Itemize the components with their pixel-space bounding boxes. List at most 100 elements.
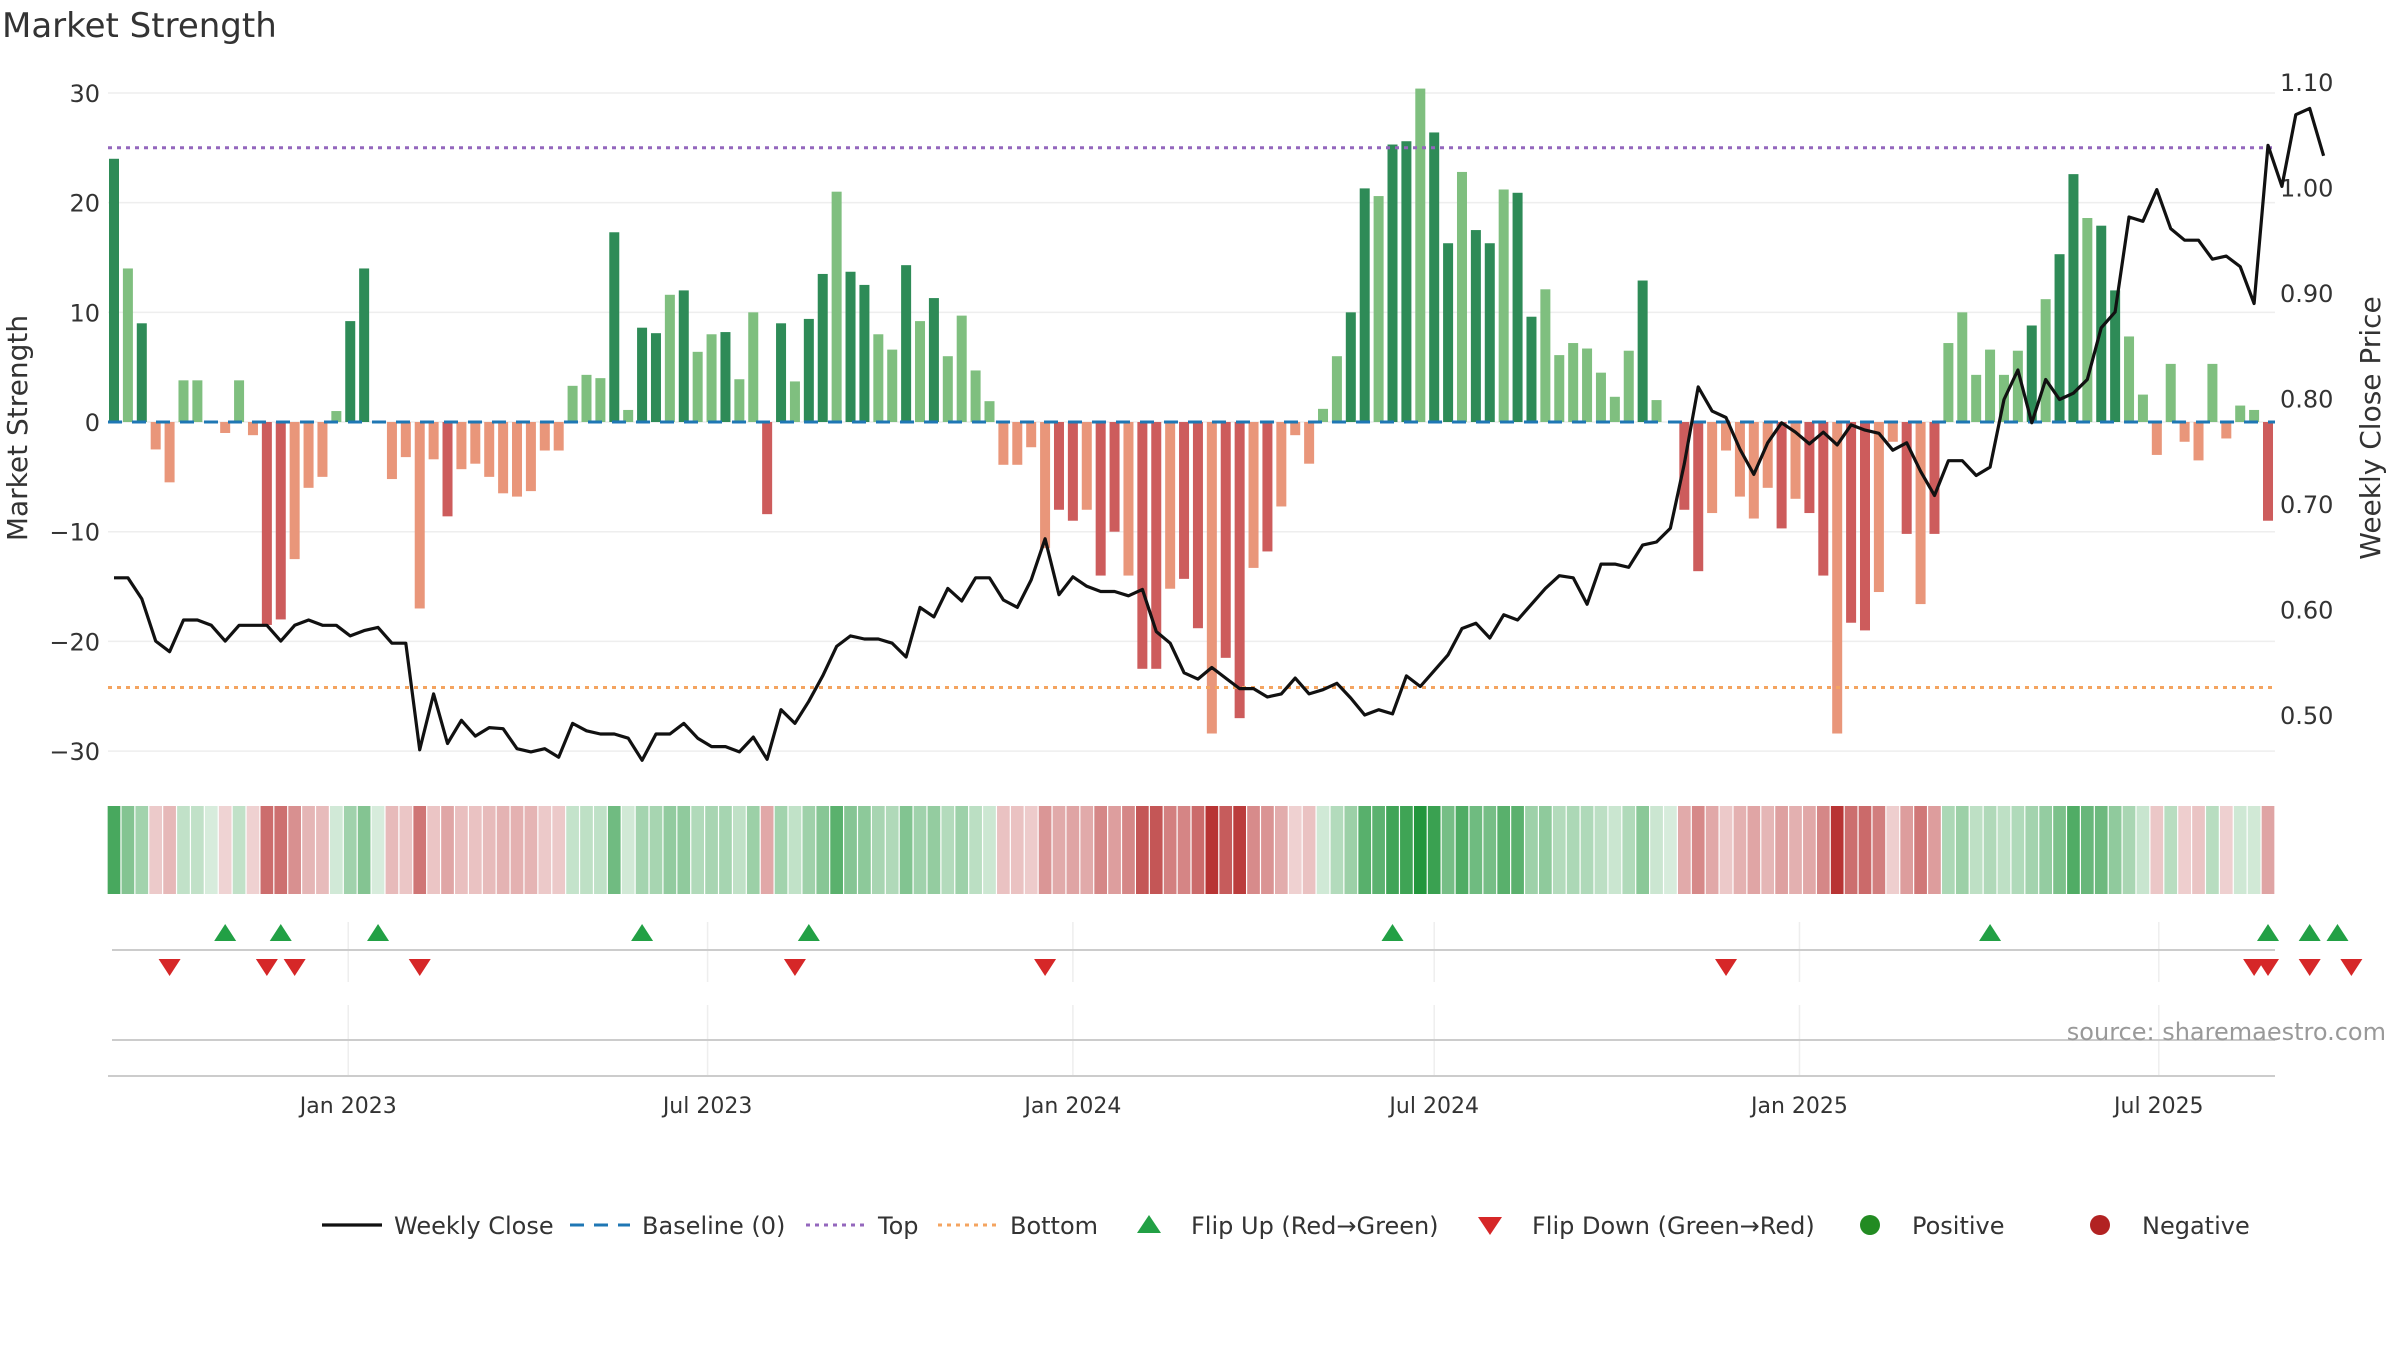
y-tick-label-left: 10: [69, 299, 100, 327]
strength-bar: [1734, 422, 1745, 497]
strength-bar: [928, 298, 939, 423]
y-tick-label-right: 1.00: [2280, 174, 2333, 202]
strength-bar: [1540, 289, 1551, 423]
heat-cell: [1080, 806, 1094, 894]
strength-bar: [498, 422, 509, 494]
heat-cell: [1122, 806, 1135, 894]
strength-bar: [1887, 422, 1898, 442]
strength-bar: [1470, 230, 1481, 423]
strength-bar: [2110, 290, 2121, 423]
y-tick-label-right: 0.50: [2280, 702, 2333, 730]
heat-cell: [2233, 806, 2247, 894]
heat-cell: [1928, 806, 1941, 894]
heat-cell: [1830, 806, 1844, 894]
heat-cell: [746, 806, 760, 894]
heat-cell: [816, 806, 830, 894]
x-tick-label: Jan 2024: [1022, 1094, 1121, 1119]
heat-cell: [1191, 806, 1205, 894]
strength-bar: [1832, 422, 1843, 734]
strength-bar: [970, 370, 981, 423]
heat-cell: [2164, 806, 2178, 894]
x-tick-label: Jul 2023: [661, 1094, 753, 1119]
heat-cell: [663, 806, 677, 894]
heat-cell: [1886, 806, 1900, 894]
y-tick-label-right: 1.10: [2280, 69, 2333, 97]
strength-bar: [678, 290, 689, 423]
heat-cell: [1205, 806, 1219, 894]
strength-bar: [845, 271, 856, 423]
y-tick-label-left: 20: [69, 190, 100, 218]
heat-cell: [1552, 806, 1566, 894]
strength-bar: [553, 422, 564, 451]
heat-cell: [441, 806, 454, 894]
strength-bar: [1762, 422, 1773, 488]
strength-bar: [2249, 409, 2260, 423]
heat-cell: [1608, 806, 1622, 894]
y-axis-label-left: Market Strength: [1, 315, 34, 541]
heat-cell: [2108, 806, 2122, 894]
strength-bar: [428, 422, 439, 460]
heat-cell: [218, 806, 232, 894]
strength-bar: [1345, 312, 1356, 423]
heat-cell: [1761, 806, 1775, 894]
strength-bar: [484, 422, 495, 477]
strength-bar: [873, 334, 884, 423]
heat-cell: [1636, 806, 1649, 894]
x-tick-label: Jan 2023: [298, 1094, 397, 1119]
y-tick-label-left: 30: [69, 80, 100, 108]
heat-cell: [1233, 806, 1246, 894]
heat-cell: [1344, 806, 1358, 894]
heat-cell: [191, 806, 204, 894]
strength-bar: [803, 318, 814, 423]
strength-bar: [1456, 171, 1467, 423]
heat-cell: [288, 806, 302, 894]
heat-cell: [302, 806, 315, 894]
strength-bar: [1929, 422, 1940, 534]
strength-bar: [178, 380, 189, 423]
heat-cell: [1539, 806, 1552, 894]
strength-bar: [2082, 218, 2093, 423]
strength-bar: [345, 321, 356, 423]
heat-cell: [1650, 806, 1663, 894]
strength-bar: [192, 380, 203, 423]
strength-bar: [1012, 422, 1023, 465]
heat-cell: [1789, 806, 1802, 894]
strength-bar: [1818, 422, 1829, 576]
heat-cell: [149, 806, 163, 894]
strength-bar: [762, 422, 773, 515]
strength-bar: [901, 265, 912, 423]
strength-bar: [942, 356, 953, 423]
heat-cell: [594, 806, 607, 894]
heat-cell: [1247, 806, 1260, 894]
heat-cell: [316, 806, 329, 894]
strength-bar: [1123, 422, 1134, 576]
heat-cell: [607, 806, 621, 894]
heat-cell: [2178, 806, 2191, 894]
strength-bar: [470, 422, 481, 464]
strength-bar: [1026, 422, 1037, 448]
heat-cell: [496, 806, 510, 894]
heat-cell: [2122, 806, 2136, 894]
heat-cell: [691, 806, 705, 894]
strength-bar: [261, 422, 272, 625]
flip-down-marker: [783, 959, 806, 976]
legend-label: Positive: [1912, 1212, 2005, 1240]
heat-cell: [1413, 806, 1427, 894]
strength-bar: [1262, 422, 1273, 552]
heat-cell: [844, 806, 857, 894]
strength-bar: [1915, 422, 1926, 605]
strength-bar: [1443, 243, 1454, 423]
heat-cell: [1163, 806, 1177, 894]
strength-bar: [1304, 422, 1315, 464]
strength-bar: [1568, 343, 1579, 423]
strength-bar: [1387, 144, 1398, 423]
heat-cell: [969, 806, 982, 894]
heat-cell: [1024, 806, 1038, 894]
strength-bar: [2054, 254, 2065, 423]
strength-bar: [609, 232, 620, 423]
strength-bar: [1415, 88, 1426, 423]
heat-cell: [468, 806, 482, 894]
heat-cell: [885, 806, 899, 894]
heat-cell: [705, 806, 718, 894]
strength-bar: [359, 268, 370, 423]
